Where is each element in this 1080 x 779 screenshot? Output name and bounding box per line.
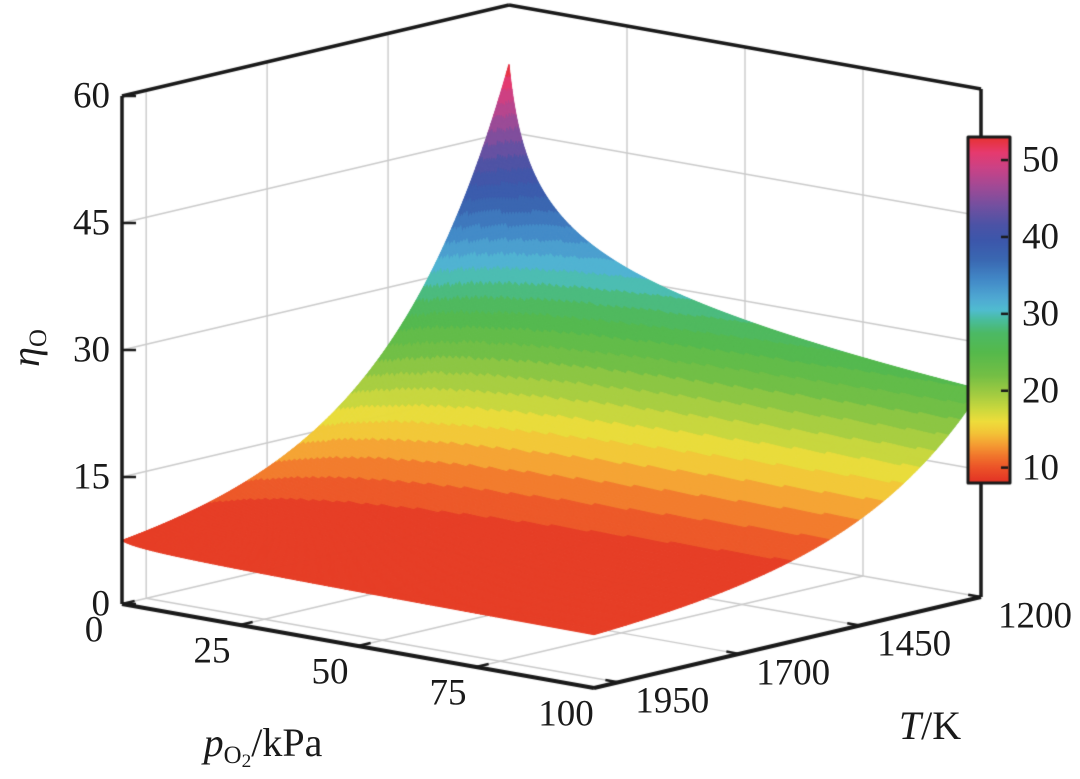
figure-3d-surface-plot: ηO pO2/kPa T/K 0 15 30 45 60 0 25 50 75 100 1950 17…	[0, 0, 1080, 779]
surface-plot-canvas	[0, 0, 1080, 779]
